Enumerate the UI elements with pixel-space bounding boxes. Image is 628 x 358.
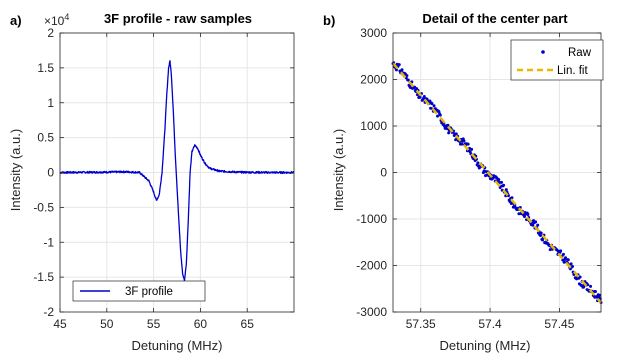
panel-b-raw-point [447, 131, 451, 135]
panel-a-x-tick-label: 50 [100, 317, 114, 331]
panel-b: b) Detail of the center part 57.35 57.4 57… [323, 11, 604, 353]
panel-b-legend: Raw Lin. fit [510, 39, 604, 81]
panel-b-y-tick-label: -2000 [356, 259, 387, 273]
panel-b-raw-point [470, 147, 474, 151]
panel-b-x-tick-label: 57.45 [544, 317, 574, 331]
panel-a-y-tick-label: -0.5 [33, 200, 54, 214]
panel-b-raw-point [539, 231, 543, 235]
panel-b-raw-point [561, 252, 565, 256]
panel-b-y-tick-label: 1000 [360, 119, 387, 133]
panel-b-y-tick-label: 0 [380, 166, 387, 180]
panel-b-raw-point [394, 68, 398, 72]
panel-b-raw-point [522, 214, 526, 218]
panel-b-y-tick-label: -3000 [356, 305, 387, 319]
panel-a-y-tick-label: 1.5 [37, 61, 54, 75]
panel-a-y-tick-label: 0 [47, 166, 54, 180]
panel-b-raw-point [566, 258, 570, 262]
panel-b-raw-point [432, 104, 436, 108]
panel-b-raw-point [405, 74, 409, 78]
panel-a: a) 3F profile - raw samples ×104 45 50 55 6… [8, 11, 295, 353]
panel-a-letter: a) [10, 13, 22, 28]
panel-b-raw-point [589, 284, 593, 288]
panel-a-title: 3F profile - raw samples [104, 11, 252, 26]
panel-b-raw-point [531, 223, 535, 227]
panel-b-raw-point [598, 293, 602, 297]
panel-b-raw-point [559, 249, 563, 253]
panel-b-raw-point [582, 285, 586, 289]
panel-b-x-axis-label: Detuning (MHz) [439, 338, 530, 353]
panel-b-raw-point [502, 183, 506, 187]
panel-b-raw-point [536, 223, 540, 227]
panel-b-raw-point [406, 78, 410, 82]
panel-b-legend-fit-label: Lin. fit [557, 65, 588, 77]
panel-b-raw-point [578, 275, 582, 279]
panel-b-raw-point [466, 142, 470, 146]
panel-b-raw-point [436, 114, 440, 118]
panel-b-y-axis-label: Intensity (a.u.) [331, 129, 346, 211]
panel-a-x-axis-label: Detuning (MHz) [131, 338, 222, 353]
panel-b-raw-point [400, 68, 404, 72]
panel-b-raw-point [438, 113, 442, 117]
panel-a-x-tick-label: 45 [53, 317, 67, 331]
panel-b-legend-raw-swatch [541, 50, 545, 54]
panel-a-y-exponent-power: 4 [64, 12, 69, 22]
panel-b-raw-point [413, 85, 417, 89]
panel-a-y-tick-label: -1.5 [33, 270, 54, 284]
panel-b-raw-point [462, 139, 466, 143]
panel-a-y-exponent-base: ×10 [44, 14, 65, 28]
panel-b-y-tick-label: 3000 [360, 26, 387, 40]
panel-b-raw-point [510, 196, 514, 200]
panel-a-y-exponent: ×104 [44, 12, 69, 28]
panel-a-plot-area [59, 60, 295, 282]
panel-b-raw-point [504, 188, 508, 192]
panel-a-ticks: 45 50 55 60 65 -2 -1.5 -1 -0.5 0 0.5 1 1.5 2 [33, 26, 294, 331]
panel-b-raw-point [454, 132, 458, 136]
panel-a-x-tick-label: 55 [147, 317, 161, 331]
panel-b-plot-area [391, 61, 603, 304]
panel-b-raw-point [500, 180, 504, 184]
panel-a-x-tick-label: 65 [241, 317, 255, 331]
panel-a-x-tick-label: 60 [194, 317, 208, 331]
panel-b-raw-point [422, 95, 426, 99]
panel-b-raw-point [593, 289, 597, 293]
panel-a-y-axis-label: Intensity (a.u.) [8, 129, 23, 211]
panel-b-legend-raw-label: Raw [568, 47, 592, 59]
panel-a-y-tick-label: 2 [47, 26, 54, 40]
panel-b-raw-point [526, 213, 530, 216]
panel-a-y-tick-label: -2 [43, 305, 54, 319]
panel-b-raw-point [418, 95, 422, 99]
panel-a-legend-label: 3F profile [125, 286, 173, 298]
panel-b-raw-point [476, 161, 480, 165]
panel-b-raw-point [430, 102, 434, 106]
panel-b-raw-point [569, 262, 573, 266]
panel-b-legend-box [510, 39, 604, 81]
panel-a-legend-box [72, 280, 206, 302]
panel-b-y-tick-label: 2000 [360, 73, 387, 87]
panel-b-y-tick-label: -1000 [356, 212, 387, 226]
panel-b-raw-point [534, 220, 538, 224]
panel-b-raw-point [586, 283, 590, 287]
panel-b-raw-point [538, 234, 542, 238]
panel-b-ticks: 57.35 57.4 57.45 -3000 -2000 -1000 0 1000 2000 30… [356, 26, 601, 331]
panel-a-y-tick-label: 0.5 [37, 131, 54, 145]
panel-b-letter: b) [323, 13, 335, 28]
panel-a-series-line [59, 60, 295, 282]
panel-b-raw-point [570, 265, 574, 269]
panel-b-title: Detail of the center part [422, 11, 568, 26]
panel-a-y-tick-label: -1 [43, 235, 54, 249]
panel-b-raw-point [517, 212, 521, 216]
panel-b-raw-point [446, 123, 450, 127]
panel-b-raw-point [460, 142, 464, 146]
panel-b-raw-point [497, 178, 501, 182]
panel-b-x-tick-label: 57.4 [478, 317, 502, 331]
panel-a-legend: 3F profile [72, 280, 206, 302]
panel-b-raw-point [397, 63, 401, 67]
panel-b-fit-line [392, 62, 602, 304]
panel-b-raw-point [562, 260, 566, 264]
panel-b-x-tick-label: 57.35 [406, 317, 436, 331]
panel-a-y-tick-label: 1 [47, 96, 54, 110]
